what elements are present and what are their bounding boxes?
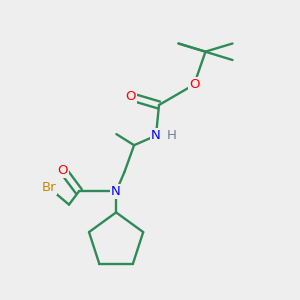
Text: O: O xyxy=(125,90,136,103)
Text: O: O xyxy=(58,164,68,177)
Text: H: H xyxy=(167,129,176,142)
Text: O: O xyxy=(189,78,199,91)
Text: N: N xyxy=(111,185,121,198)
Text: Br: Br xyxy=(41,181,56,194)
Text: N: N xyxy=(151,129,161,142)
